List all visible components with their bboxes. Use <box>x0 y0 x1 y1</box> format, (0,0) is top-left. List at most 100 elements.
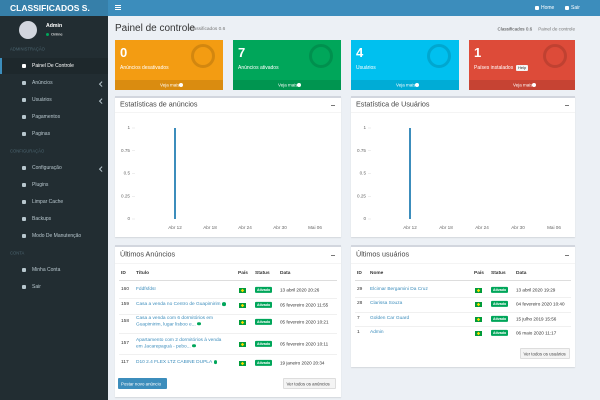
column-header: Status <box>491 271 506 277</box>
ad-title[interactable]: Casa a venda com 6 dormitórios em Guapim… <box>136 316 214 328</box>
user-name: Admin <box>46 22 63 29</box>
menu-icon <box>22 217 26 221</box>
row-rule <box>355 297 571 298</box>
menu-icon <box>22 132 26 136</box>
collapse-icon[interactable] <box>565 254 569 256</box>
row-date: 13 abril 2020 19:29 <box>516 287 556 293</box>
row-date: 05 fevereiro 2020 10:11 <box>280 341 329 347</box>
verified-icon <box>222 302 226 306</box>
column-header: Título <box>136 271 150 277</box>
sidebar-section: ADMINISTRAÇÃO <box>10 46 45 52</box>
top-bar <box>0 0 600 16</box>
info-box-label: Usuários <box>356 65 376 71</box>
menu-icon <box>22 234 26 238</box>
menu-item[interactable]: Configuração <box>32 165 62 171</box>
table-box <box>351 245 575 367</box>
secondary-button-label[interactable]: Ver todos os anúncios <box>286 380 330 386</box>
info-box-footer <box>469 80 575 90</box>
menu-item[interactable]: Usuários <box>32 97 52 103</box>
secondary-button[interactable] <box>283 378 336 389</box>
info-box-link[interactable]: Veja mais <box>160 82 180 88</box>
ad-title[interactable]: FddfsfdsI <box>136 287 156 293</box>
menu-item[interactable]: Painel De Controle <box>32 63 74 69</box>
menu-icon <box>22 200 26 204</box>
row-date: 19 janeiro 2020 20:34 <box>280 360 325 366</box>
primary-button[interactable] <box>118 378 167 389</box>
row-rule <box>355 326 571 327</box>
online-dot <box>46 33 49 36</box>
menu-item[interactable]: Modo De Manutenção <box>32 233 82 239</box>
row-id: 160 <box>121 287 130 293</box>
menu-icon <box>22 81 26 85</box>
header-rule <box>119 280 337 281</box>
header-link[interactable]: Home <box>541 5 555 11</box>
row-id: 157 <box>121 341 130 347</box>
ad-title[interactable]: Apartamento com 2 dormitórios à venda em… <box>136 338 222 350</box>
primary-button-label[interactable]: Postar novo anúncio <box>121 380 162 386</box>
ad-title[interactable]: D10 2.4 FLEX LTZ CABINE DUPLA <box>136 360 228 366</box>
menu-toggle[interactable] <box>115 5 121 6</box>
active-item-bg <box>0 58 108 74</box>
user-name[interactable]: Clarissa Souza <box>370 301 403 307</box>
collapse-icon[interactable] <box>565 104 569 106</box>
verified-icon <box>213 360 218 364</box>
menu-item[interactable]: Sair <box>32 284 41 290</box>
info-box-icon <box>191 44 215 68</box>
sidebar-section: CONTA <box>10 250 25 256</box>
row-rule <box>119 313 337 315</box>
header-link[interactable]: Sair <box>571 5 580 11</box>
menu-icon <box>22 285 26 289</box>
info-box-link[interactable]: Veja mais <box>513 82 533 88</box>
info-box-footer <box>233 80 341 90</box>
user-name[interactable]: Golden Car Guard <box>370 316 410 322</box>
info-badge[interactable]: Help <box>516 64 529 71</box>
status-badge: Ativado <box>491 315 509 323</box>
status-badge: Ativado <box>491 329 509 337</box>
breadcrumb: Classificados 0.6 Painel de controle <box>497 27 575 32</box>
breadcrumb-item[interactable]: Classificados 0.6 <box>497 26 533 32</box>
row-date: 15 julho 2019 15:56 <box>516 316 557 322</box>
row-date: 13 abril 2020 20:26 <box>280 287 320 293</box>
chart-title: Estatística de Usuários <box>356 99 430 109</box>
ad-title[interactable]: Casa a venda no Centro de Guapimirim <box>136 302 228 308</box>
column-header: Status <box>255 271 270 277</box>
info-box-link[interactable]: Veja mais <box>396 82 416 88</box>
box-divider <box>115 112 341 113</box>
menu-item[interactable]: Paginas <box>32 131 51 137</box>
info-box-link[interactable]: Veja mais <box>278 82 298 88</box>
box-divider <box>351 112 575 113</box>
collapse-icon[interactable] <box>331 104 335 106</box>
menu-icon <box>22 183 26 187</box>
table-title: Últimos usuários <box>356 249 410 259</box>
row-date: 06 maio 2020 11:17 <box>516 330 557 336</box>
header-rule <box>355 280 571 281</box>
secondary-button[interactable] <box>520 348 570 359</box>
chart-box <box>351 96 575 237</box>
collapse-icon[interactable] <box>331 254 335 256</box>
row-rule <box>355 311 571 313</box>
menu-item[interactable]: Backups <box>32 216 52 222</box>
menu-icon <box>22 115 26 119</box>
menu-item[interactable]: Pagamentos <box>32 114 61 120</box>
chart-title: Estatísticas de anúncios <box>120 99 198 109</box>
table-box <box>115 245 341 397</box>
info-box-icon <box>427 44 451 68</box>
box-divider <box>115 263 341 264</box>
menu-item[interactable]: Minha Conta <box>32 267 61 273</box>
info-box-number: 1 <box>474 45 482 61</box>
menu-item[interactable]: Plugins <box>32 182 49 188</box>
verified-icon <box>197 321 201 326</box>
user-name[interactable]: Admin <box>370 330 384 336</box>
menu-item[interactable]: Limpar Cache <box>32 199 64 205</box>
column-header: País <box>238 271 248 277</box>
row-rule <box>119 353 337 355</box>
box-divider <box>351 263 575 264</box>
status-badge: Ativado <box>255 318 273 326</box>
user-name[interactable]: Elcimar Bergamini Da Cruz <box>370 287 428 293</box>
menu-item[interactable]: Anúncios <box>32 80 53 86</box>
info-box-number: 0 <box>120 45 128 61</box>
secondary-button-label[interactable]: Ver todos os usuários <box>523 350 566 356</box>
column-header: País <box>474 271 484 277</box>
row-date: 04 fevereiro 2020 10:40 <box>516 301 565 307</box>
